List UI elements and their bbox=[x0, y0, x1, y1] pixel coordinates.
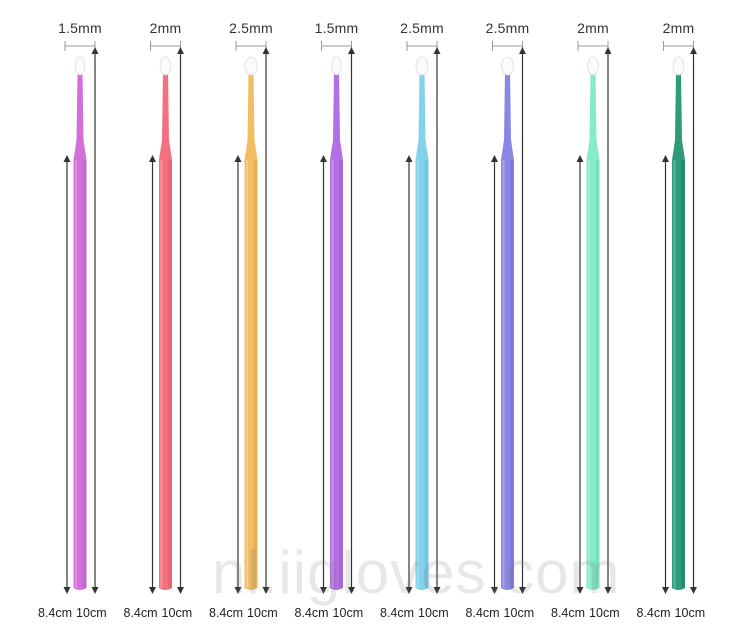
length-labels: 8.4cm 10cm bbox=[124, 606, 193, 620]
length-labels: 8.4cm 10cm bbox=[38, 606, 107, 620]
brush-handle-shade bbox=[339, 160, 343, 588]
brush-handle-shade bbox=[595, 160, 600, 588]
short-length-label: 8.4cm bbox=[294, 606, 329, 620]
short-length-arrow-head-bottom bbox=[320, 587, 327, 594]
short-length-arrow-head-top bbox=[63, 155, 71, 162]
long-length-label: 10cm bbox=[589, 606, 620, 620]
long-length-arrow-head-bottom bbox=[519, 587, 526, 594]
long-length-arrow-head-bottom bbox=[177, 587, 184, 594]
brush-handle-highlight bbox=[246, 160, 248, 588]
brush-handle-highlight bbox=[331, 160, 334, 588]
short-length-arrow-head-top bbox=[234, 155, 242, 162]
tip-size-label: 2mm bbox=[577, 20, 609, 36]
short-length-label: 8.4cm bbox=[38, 606, 73, 620]
brush-handle-shade bbox=[510, 160, 514, 588]
long-length-arrow-head-bottom bbox=[91, 587, 99, 594]
long-length-arrow-head-top bbox=[262, 47, 270, 54]
short-length-arrow-head-bottom bbox=[576, 587, 584, 594]
brush-handle-shade bbox=[424, 160, 429, 588]
long-length-arrow-head-top bbox=[91, 47, 99, 54]
fiber-tip bbox=[672, 56, 685, 76]
long-length-arrow-head-top bbox=[348, 47, 355, 54]
long-length-label: 10cm bbox=[418, 606, 449, 620]
length-labels: 8.4cm 10cm bbox=[637, 606, 706, 620]
brush-handle-shade bbox=[681, 160, 685, 588]
length-labels: 8.4cm 10cm bbox=[551, 606, 620, 620]
brush-handle-shade bbox=[82, 160, 87, 588]
brush-handle-highlight bbox=[75, 160, 77, 588]
long-length-label: 10cm bbox=[674, 606, 706, 620]
fiber-tip bbox=[415, 56, 429, 76]
long-length-arrow-head-bottom bbox=[262, 587, 270, 594]
short-length-label: 8.4cm bbox=[636, 606, 671, 620]
long-length-arrow-head-bottom bbox=[690, 587, 697, 594]
tip-size-label: 1.5mm bbox=[314, 20, 359, 36]
short-length-arrow-head-top bbox=[491, 155, 498, 162]
short-length-arrow-head-top bbox=[662, 155, 669, 162]
brush-handle-shade bbox=[168, 160, 172, 588]
short-length-label: 8.4cm bbox=[551, 606, 586, 620]
tip-size-label: 2.5mm bbox=[229, 20, 273, 36]
length-labels: 8.4cm 10cm bbox=[466, 606, 535, 620]
fiber-tip bbox=[331, 56, 342, 76]
short-length-arrow-head-bottom bbox=[149, 587, 156, 594]
long-length-arrow-head-bottom bbox=[604, 587, 612, 594]
short-length-label: 8.4cm bbox=[465, 606, 500, 620]
tip-size-label: 2mm bbox=[149, 20, 182, 36]
short-length-arrow-head-bottom bbox=[491, 587, 498, 594]
long-length-label: 10cm bbox=[332, 606, 364, 620]
fiber-tip bbox=[159, 56, 172, 76]
brush-handle-highlight bbox=[160, 160, 163, 588]
long-length-arrow-head-bottom bbox=[433, 587, 441, 594]
short-length-label: 8.4cm bbox=[123, 606, 158, 620]
long-length-label: 10cm bbox=[161, 606, 193, 620]
long-length-label: 10cm bbox=[503, 606, 535, 620]
tip-size-label: 1.5mm bbox=[58, 20, 102, 36]
length-labels: 8.4cm 10cm bbox=[209, 606, 278, 620]
short-length-arrow-head-bottom bbox=[234, 587, 242, 594]
long-length-arrow-head-top bbox=[433, 47, 441, 54]
length-labels: 8.4cm 10cm bbox=[380, 606, 449, 620]
brush-handle-shade bbox=[253, 160, 258, 588]
short-length-label: 8.4cm bbox=[380, 606, 415, 620]
short-length-arrow-head-bottom bbox=[63, 587, 71, 594]
short-length-arrow-head-top bbox=[320, 155, 327, 162]
long-length-arrow-head-top bbox=[519, 47, 526, 54]
tip-size-label: 2.5mm bbox=[400, 20, 444, 36]
short-length-arrow-head-bottom bbox=[405, 587, 413, 594]
long-length-arrow-head-top bbox=[604, 47, 612, 54]
long-length-arrow-head-bottom bbox=[348, 587, 355, 594]
brush-handle-highlight bbox=[588, 160, 590, 588]
fiber-tip bbox=[74, 56, 86, 76]
tip-size-label: 2mm bbox=[662, 20, 695, 36]
short-length-arrow-head-top bbox=[149, 155, 156, 162]
long-length-arrow-head-top bbox=[177, 47, 184, 54]
fiber-tip bbox=[587, 56, 599, 76]
long-length-label: 10cm bbox=[247, 606, 278, 620]
long-length-arrow-head-top bbox=[690, 47, 697, 54]
short-length-arrow-head-top bbox=[576, 155, 584, 162]
brush-handle-highlight bbox=[502, 160, 505, 588]
long-length-label: 10cm bbox=[76, 606, 107, 620]
tip-size-label: 2.5mm bbox=[485, 20, 530, 36]
fiber-tip bbox=[501, 56, 514, 76]
fiber-tip bbox=[244, 56, 258, 76]
length-labels: 8.4cm 10cm bbox=[295, 606, 364, 620]
brush-handle-highlight bbox=[673, 160, 676, 588]
short-length-label: 8.4cm bbox=[209, 606, 244, 620]
short-length-arrow-head-top bbox=[405, 155, 413, 162]
brush-handle-highlight bbox=[417, 160, 419, 588]
short-length-arrow-head-bottom bbox=[662, 587, 669, 594]
